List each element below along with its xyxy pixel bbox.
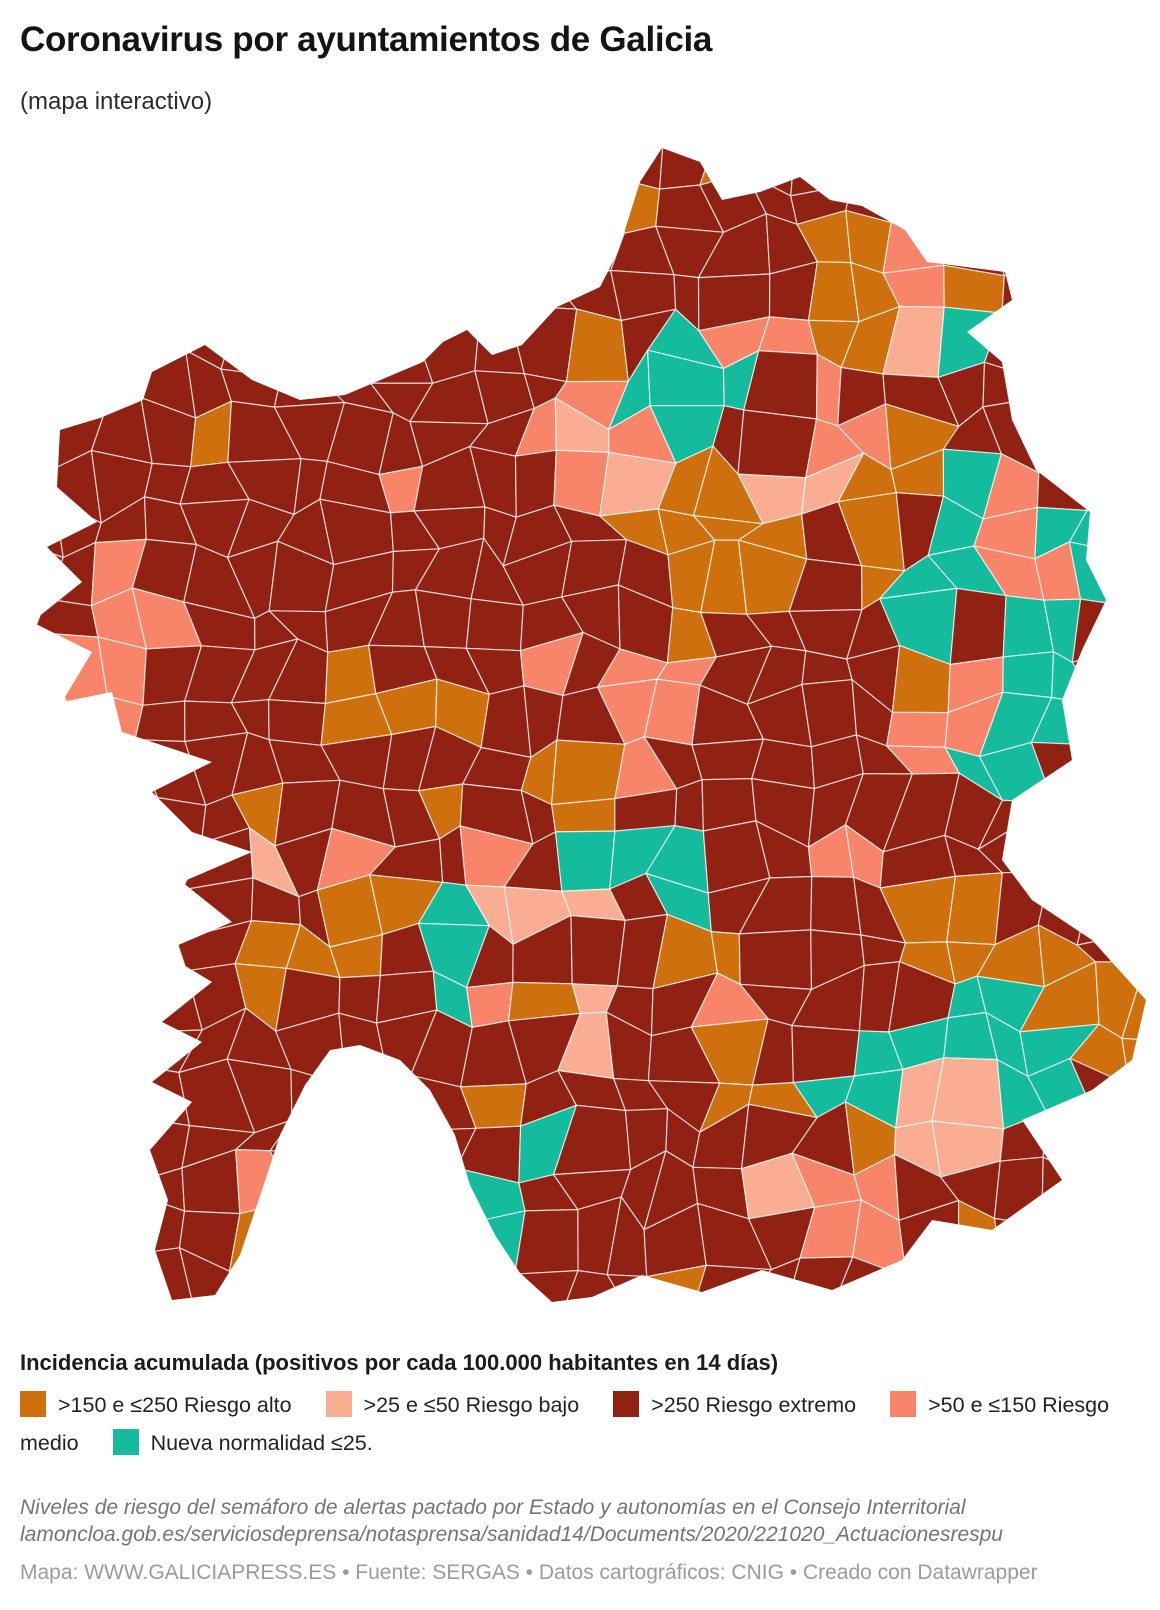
municipality-cell[interactable] [810,875,862,936]
municipality-cell[interactable] [91,738,159,799]
municipality-cell[interactable] [1068,541,1144,609]
municipality-cell[interactable] [465,598,524,652]
legend-swatch-bajo [325,1391,352,1417]
municipality-cell[interactable] [132,970,203,1034]
municipality-cell[interactable] [466,981,514,1029]
municipality-cell[interactable] [1024,399,1089,474]
page-title: Coronavirus por ayuntamientos de Galicia [20,20,713,59]
legend-label: >150 e ≤250 Riesgo alto [58,1393,292,1417]
municipality-cell[interactable] [414,589,472,649]
municipality-cell[interactable] [91,695,144,757]
footer-credits: Mapa: WWW.GALICIAPRESS.ES • Fuente: SERG… [20,1561,1038,1584]
legend-swatch-extremo [613,1391,640,1417]
municipality-cell[interactable] [474,304,525,375]
municipality-cell[interactable] [993,1217,1043,1263]
municipality-cell[interactable] [890,166,949,226]
municipality-cell[interactable] [790,140,867,197]
municipality-cell[interactable] [815,353,842,427]
municipality-cell[interactable] [273,376,346,408]
notes-text: Niveles de riesgo del semáforo de alerta… [20,1496,966,1519]
municipality-cell[interactable] [570,914,626,987]
municipality-cell[interactable] [290,1068,347,1121]
municipality-cell[interactable] [554,830,616,892]
municipality-cell[interactable] [1121,1037,1160,1086]
legend-item-alto[interactable]: >150 e ≤250 Riesgo alto [20,1391,292,1417]
legend-swatch-alto [20,1391,46,1417]
municipality-cell[interactable] [931,1057,1005,1130]
municipality-cell[interactable] [946,872,1004,946]
municipality-cell[interactable] [743,140,796,197]
municipality-cell[interactable] [982,361,1034,408]
municipality-cell[interactable] [565,308,630,383]
municipality-cell[interactable] [139,1167,186,1212]
municipality-cell[interactable] [623,180,661,234]
municipality-cell[interactable] [269,1150,328,1219]
legend-swatch-normalidad [112,1429,139,1455]
municipality-cell[interactable] [220,321,291,378]
map-notes: Niveles de riesgo del semáforo de alerta… [20,1494,1160,1548]
municipality-cell[interactable] [882,221,945,274]
municipality-cell[interactable] [268,699,326,746]
municipality-cell[interactable] [370,317,434,384]
municipality-cell[interactable] [127,796,207,844]
page-subtitle: (mapa interactivo) [20,88,213,115]
municipality-cell[interactable] [32,631,109,703]
legend-label: >50 e ≤150 Riesgo medio [20,1393,1110,1455]
municipality-cell[interactable] [1041,1156,1099,1227]
galicia-choropleth-map[interactable] [0,140,1160,1306]
legend-swatch-medio [890,1391,917,1417]
municipality-cell[interactable] [699,140,747,186]
municipality-cell[interactable] [514,1208,579,1275]
municipality-cell[interactable] [598,140,666,190]
municipality-cell[interactable] [791,1024,861,1084]
legend-item-bajo[interactable]: >25 e ≤50 Riesgo bajo [325,1391,580,1417]
municipality-cell[interactable] [555,180,631,234]
municipality-cell[interactable] [6,498,64,559]
municipality-cell[interactable] [674,779,705,832]
municipality-cell[interactable] [480,685,532,759]
municipality-cell[interactable] [228,1270,299,1306]
municipality-cell[interactable] [985,210,1046,277]
municipality-cell[interactable] [1001,272,1043,314]
municipality-cell[interactable] [32,598,99,638]
municipality-cell[interactable] [550,798,616,833]
municipality-cell[interactable] [949,587,1007,666]
municipality-cell[interactable] [550,739,626,806]
legend-title: Incidencia acumulada (positivos por cada… [20,1350,779,1375]
municipality-cell[interactable] [97,786,159,849]
legend-label: >250 Riesgo extremo [651,1393,857,1417]
legend-label: Nueva normalidad ≤25. [150,1431,373,1455]
municipality-cell[interactable] [993,1156,1044,1227]
municipality-cell[interactable] [737,409,818,479]
municipality-cell[interactable] [1071,646,1146,712]
legend: >150 e ≤250 Riesgo alto >25 e ≤50 Riesgo … [20,1386,1120,1462]
legend-item-extremo[interactable]: >250 Riesgo extremo [613,1391,857,1417]
notes-url: lamoncloa.gob.es/serviciosdeprensa/notas… [20,1523,1003,1546]
legend-label: >25 e ≤50 Riesgo bajo [363,1393,580,1417]
municipality-cell[interactable] [97,636,147,706]
legend-item-medio[interactable]: >50 e ≤150 Riesgo medio [20,1391,1110,1455]
municipality-cell[interactable] [606,1274,664,1306]
municipality-cell[interactable] [1080,463,1145,512]
municipality-cell[interactable] [506,271,578,310]
municipality-cell[interactable] [553,449,610,517]
municipality-cell[interactable] [738,929,813,991]
municipality-cell[interactable] [235,1148,294,1215]
municipality-cell[interactable] [692,1264,773,1306]
municipality-cell[interactable] [1036,463,1088,512]
municipality-cell[interactable] [1076,877,1128,946]
legend-item-normalidad[interactable]: Nueva normalidad ≤25. [112,1429,373,1455]
municipality-cell[interactable] [1121,961,1160,1042]
municipality-cell[interactable] [134,700,186,743]
municipality-cell[interactable] [885,711,949,749]
municipality-cell[interactable] [1071,598,1144,664]
municipality-cell[interactable] [513,1269,579,1306]
municipality-cell[interactable] [1002,651,1055,699]
